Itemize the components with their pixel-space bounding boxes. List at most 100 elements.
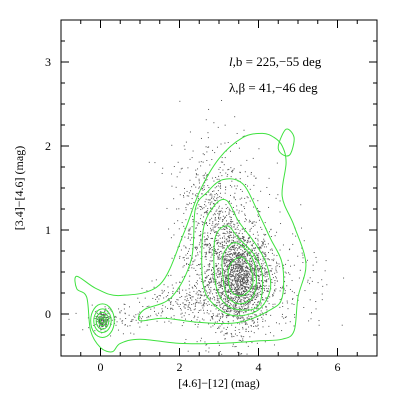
scatter-point [237, 222, 239, 224]
scatter-point [260, 266, 262, 268]
scatter-point [122, 333, 124, 335]
scatter-point [185, 247, 187, 249]
scatter-point [262, 242, 264, 244]
scatter-point [224, 258, 226, 260]
scatter-point [246, 286, 248, 288]
scatter-point [216, 253, 218, 255]
scatter-point [104, 306, 106, 308]
scatter-point [231, 254, 233, 256]
scatter-point [254, 261, 256, 263]
scatter-point [253, 221, 255, 223]
scatter-point [236, 291, 238, 293]
scatter-point [242, 263, 244, 265]
scatter-point [217, 190, 219, 192]
scatter-point [217, 256, 219, 258]
scatter-point [245, 289, 247, 291]
scatter-point [261, 316, 263, 318]
scatter-point [242, 290, 244, 292]
scatter-point [207, 301, 209, 303]
scatter-point [279, 299, 281, 301]
scatter-point [247, 185, 249, 187]
scatter-point [258, 268, 260, 270]
scatter-point [221, 302, 223, 304]
scatter-point [163, 297, 165, 299]
scatter-point [101, 318, 103, 320]
scatter-point [188, 294, 190, 296]
scatter-point [226, 317, 228, 319]
scatter-point [235, 283, 237, 285]
scatter-point [234, 293, 236, 295]
scatter-point [227, 268, 229, 270]
scatter-point [215, 289, 217, 291]
scatter-point [251, 267, 253, 269]
scatter-point [203, 312, 205, 314]
scatter-point [224, 271, 226, 273]
scatter-point [264, 243, 266, 245]
scatter-point [190, 208, 192, 210]
scatter-point [258, 291, 260, 293]
scatter-point [100, 320, 102, 322]
scatter-point [234, 248, 236, 250]
scatter-point [222, 291, 224, 293]
scatter-point [243, 274, 245, 276]
scatter-point [233, 275, 235, 277]
scatter-point [238, 267, 240, 269]
scatter-point [242, 264, 244, 266]
scatter-point [238, 261, 240, 263]
scatter-point [229, 297, 231, 299]
scatter-point [188, 230, 190, 232]
scatter-point [212, 274, 214, 276]
scatter-point [108, 315, 110, 317]
scatter-point [247, 248, 249, 250]
scatter-point [219, 284, 221, 286]
scatter-point [218, 214, 220, 216]
scatter-point [204, 294, 206, 296]
scatter-point [231, 227, 233, 229]
scatter-point [247, 275, 249, 277]
scatter-point [172, 292, 174, 294]
scatter-point [322, 285, 324, 287]
scatter-point [253, 267, 255, 269]
scatter-point [192, 261, 194, 263]
scatter-point [233, 245, 235, 247]
scatter-point [241, 210, 243, 212]
scatter-point [293, 292, 295, 294]
scatter-point [222, 285, 224, 287]
scatter-point [217, 273, 219, 275]
scatter-point [202, 303, 204, 305]
scatter-point [212, 293, 214, 295]
annotation-galactic-coords: l,b = 225,−55 deg [229, 54, 322, 69]
scatter-point [231, 225, 233, 227]
scatter-point [251, 264, 253, 266]
scatter-point [99, 318, 101, 320]
scatter-point [218, 182, 220, 184]
scatter-point [207, 146, 209, 148]
scatter-point [275, 270, 277, 272]
scatter-point [243, 318, 245, 320]
scatter-point [234, 304, 236, 306]
scatter-point [104, 322, 106, 324]
scatter-point [229, 275, 231, 277]
scatter-point [271, 248, 273, 250]
scatter-point [305, 261, 307, 263]
scatter-point [202, 222, 204, 224]
scatter-point [208, 291, 210, 293]
scatter-point [253, 272, 255, 274]
scatter-point [230, 270, 232, 272]
scatter-point [219, 258, 221, 260]
scatter-point [217, 291, 219, 293]
scatter-point [236, 310, 238, 312]
scatter-point [186, 257, 188, 259]
scatter-point [194, 284, 196, 286]
scatter-point [292, 297, 294, 299]
scatter-point [254, 274, 256, 276]
scatter-point [239, 278, 241, 280]
scatter-point [257, 268, 259, 270]
scatter-point [196, 341, 198, 343]
scatter-point [196, 247, 198, 249]
scatter-point [279, 249, 281, 251]
scatter-point [114, 316, 116, 318]
scatter-point [230, 231, 232, 233]
scatter-point [249, 265, 251, 267]
scatter-point [258, 276, 260, 278]
